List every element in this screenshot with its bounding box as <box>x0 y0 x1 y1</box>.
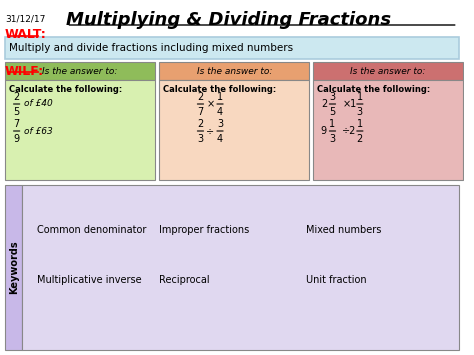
Text: of £63: of £63 <box>25 126 53 136</box>
Text: 4: 4 <box>217 107 223 117</box>
Text: 3: 3 <box>197 134 203 144</box>
FancyBboxPatch shape <box>159 62 309 80</box>
Text: WILF:: WILF: <box>5 65 44 78</box>
Text: Calculate the following:: Calculate the following: <box>317 85 430 94</box>
FancyBboxPatch shape <box>313 62 463 80</box>
Text: 1: 1 <box>357 119 363 129</box>
Text: Unit fraction: Unit fraction <box>306 275 367 285</box>
Text: 2: 2 <box>357 134 363 144</box>
Text: 3: 3 <box>329 134 336 144</box>
Text: Multiplicative inverse: Multiplicative inverse <box>37 275 142 285</box>
Text: 31/12/17: 31/12/17 <box>5 15 45 24</box>
Text: 7: 7 <box>197 107 204 117</box>
Text: ÷: ÷ <box>206 126 214 136</box>
Text: 2: 2 <box>197 119 204 129</box>
Text: ×: × <box>206 99 214 109</box>
Text: Is the answer to:: Is the answer to: <box>42 66 118 76</box>
FancyBboxPatch shape <box>159 80 309 180</box>
Text: Is the answer to:: Is the answer to: <box>197 66 272 76</box>
Text: 1: 1 <box>217 92 223 102</box>
Text: Calculate the following:: Calculate the following: <box>9 85 122 94</box>
FancyBboxPatch shape <box>5 80 155 180</box>
Text: 9: 9 <box>14 134 20 144</box>
Text: 1: 1 <box>329 119 336 129</box>
Text: 3: 3 <box>217 119 223 129</box>
Text: Is the answer to:: Is the answer to: <box>350 66 426 76</box>
Text: of £40: of £40 <box>25 99 53 109</box>
Text: WALT:: WALT: <box>5 28 46 41</box>
Text: Improper fractions: Improper fractions <box>159 225 250 235</box>
Text: Common denominator: Common denominator <box>37 225 146 235</box>
Text: 7: 7 <box>13 119 20 129</box>
Text: Multiplying & Dividing Fractions: Multiplying & Dividing Fractions <box>66 11 392 29</box>
FancyBboxPatch shape <box>5 185 22 350</box>
Text: 1: 1 <box>357 92 363 102</box>
Text: 9: 9 <box>321 126 327 136</box>
FancyBboxPatch shape <box>313 80 463 180</box>
Text: 2: 2 <box>321 99 327 109</box>
Text: 5: 5 <box>13 107 20 117</box>
Text: 2: 2 <box>13 92 20 102</box>
FancyBboxPatch shape <box>5 37 459 59</box>
Text: Mixed numbers: Mixed numbers <box>306 225 382 235</box>
Text: 4: 4 <box>217 134 223 144</box>
Text: Calculate the following:: Calculate the following: <box>164 85 276 94</box>
Text: Multiply and divide fractions including mixed numbers: Multiply and divide fractions including … <box>9 43 293 53</box>
Text: Reciprocal: Reciprocal <box>159 275 210 285</box>
Text: 3: 3 <box>329 92 336 102</box>
Text: Keywords: Keywords <box>9 241 18 294</box>
Text: 3: 3 <box>357 107 363 117</box>
Text: 2: 2 <box>197 92 204 102</box>
Text: ×1: ×1 <box>342 99 356 109</box>
Text: ÷2: ÷2 <box>342 126 356 136</box>
FancyBboxPatch shape <box>22 185 459 350</box>
FancyBboxPatch shape <box>5 62 155 80</box>
Text: 5: 5 <box>329 107 336 117</box>
